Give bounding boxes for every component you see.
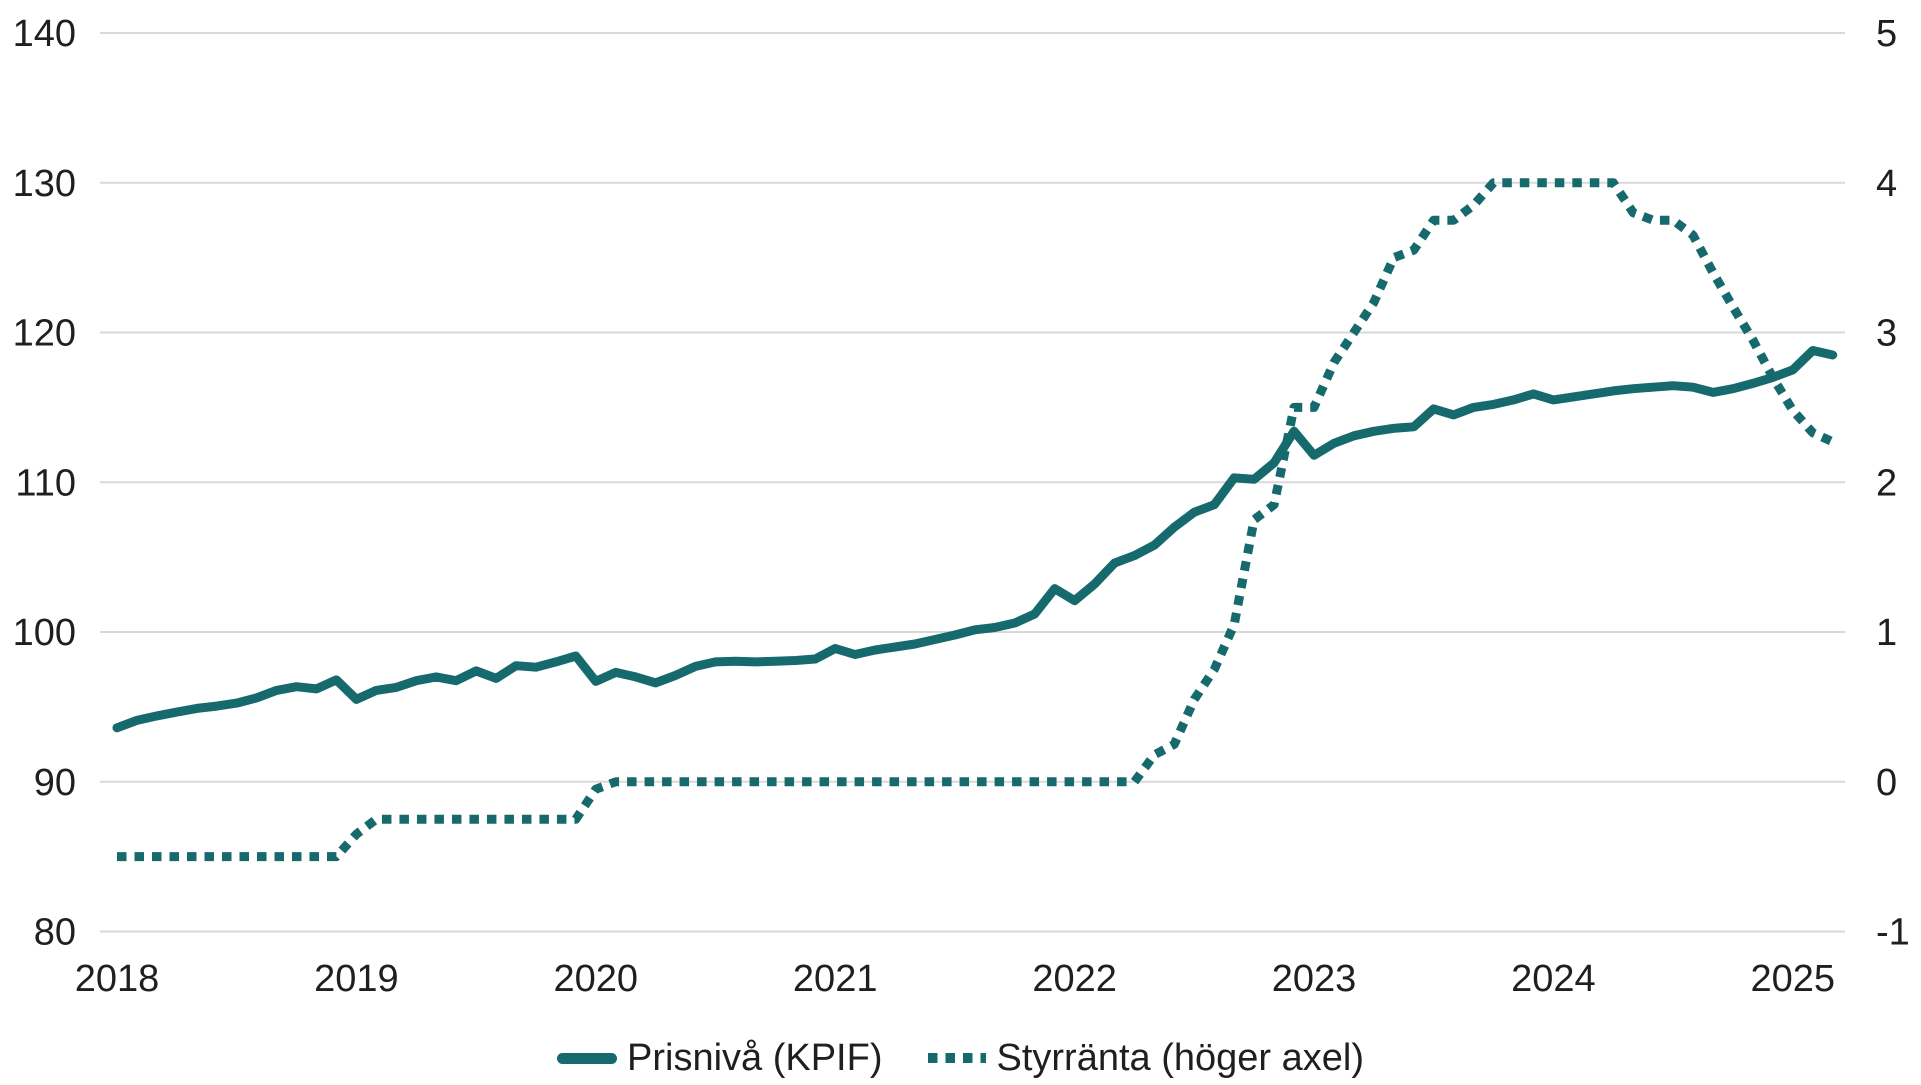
y-left-tick-110: 110 bbox=[15, 462, 76, 504]
y-right-tick-5: 5 bbox=[1876, 13, 1897, 55]
dotted-line-swatch-icon bbox=[928, 1053, 987, 1063]
series-prisniva bbox=[112, 346, 1838, 733]
x-tick-2023: 2023 bbox=[1272, 958, 1357, 1000]
x-tick-2021: 2021 bbox=[793, 958, 878, 1000]
legend-label-prisniva: Prisnivå (KPIF) bbox=[627, 1037, 883, 1079]
y-right-tick-1: 1 bbox=[1876, 612, 1897, 654]
y-right-tick-0: 0 bbox=[1876, 762, 1897, 804]
solid-line-swatch-icon bbox=[557, 1052, 617, 1064]
y-left-tick-100: 100 bbox=[13, 612, 76, 654]
legend-label-styrranta: Styrränta (höger axel) bbox=[996, 1037, 1364, 1079]
y-left-tick-90: 90 bbox=[34, 762, 76, 804]
series-styrranta bbox=[117, 178, 1835, 862]
x-tick-2022: 2022 bbox=[1032, 958, 1117, 1000]
y-right-tick--1: -1 bbox=[1876, 912, 1910, 954]
legend-item-prisniva[interactable]: Prisnivå (KPIF) bbox=[557, 1039, 882, 1077]
x-tick-2024: 2024 bbox=[1511, 958, 1596, 1000]
y-left-tick-140: 140 bbox=[13, 13, 76, 55]
y-left-tick-80: 80 bbox=[34, 912, 76, 954]
y-right-tick-4: 4 bbox=[1876, 163, 1897, 205]
x-tick-2025: 2025 bbox=[1751, 958, 1836, 1000]
y-left-tick-130: 130 bbox=[13, 163, 76, 205]
x-tick-2018: 2018 bbox=[75, 958, 160, 1000]
x-tick-2019: 2019 bbox=[314, 958, 399, 1000]
x-tick-2020: 2020 bbox=[554, 958, 639, 1000]
y-right-tick-3: 3 bbox=[1876, 313, 1897, 355]
y-right-tick-2: 2 bbox=[1876, 462, 1897, 504]
legend-item-styrranta[interactable]: Styrränta (höger axel) bbox=[928, 1039, 1364, 1077]
y-left-tick-120: 120 bbox=[13, 313, 76, 355]
chart-legend: Prisnivå (KPIF) Styrränta (höger axel) bbox=[0, 1036, 1921, 1080]
